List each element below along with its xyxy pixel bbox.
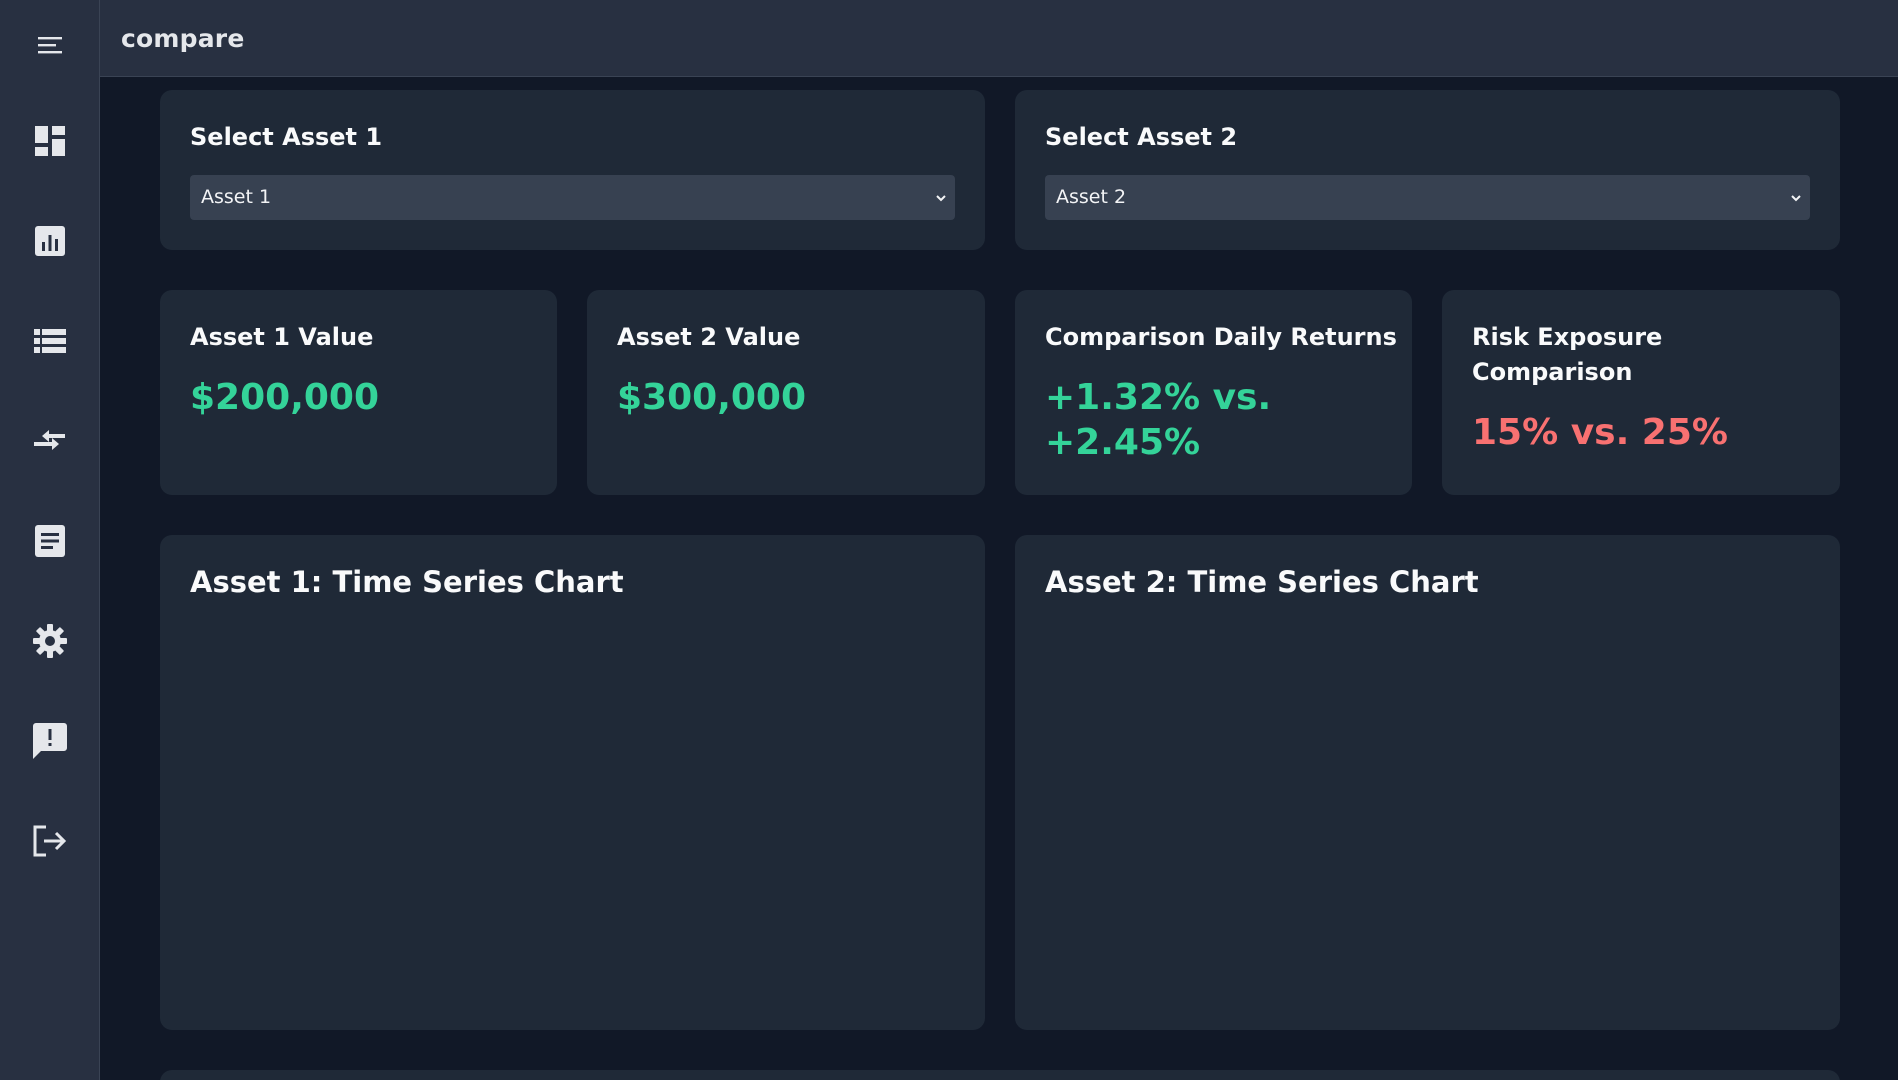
compare-arrows-icon[interactable]: [0, 411, 100, 471]
risk-exposure-value: 15% vs. 25%: [1472, 412, 1728, 453]
select-asset-1-label: Select Asset 1: [190, 123, 383, 151]
asset-1-select[interactable]: Asset 1: [190, 175, 955, 220]
risk-exposure-label-line-2: Comparison: [1472, 358, 1633, 386]
daily-returns-value-line-2: +2.45%: [1045, 422, 1201, 463]
risk-exposure-card: Risk Exposure Comparison 15% vs. 25%: [1442, 290, 1840, 495]
logout-icon[interactable]: [0, 811, 100, 871]
asset-1-value-card: Asset 1 Value $200,000: [160, 290, 557, 495]
asset-1-value-label: Asset 1 Value: [190, 323, 374, 351]
daily-returns-card: Comparison Daily Returns +1.32% vs. +2.4…: [1015, 290, 1412, 495]
asset-2-select[interactable]: Asset 2: [1045, 175, 1810, 220]
asset-2-selector-card: Select Asset 2 Asset 2: [1015, 90, 1840, 250]
document-icon[interactable]: [0, 511, 100, 571]
daily-returns-label: Comparison Daily Returns: [1045, 323, 1397, 351]
page-title: compare: [121, 24, 245, 53]
asset-1-chart-title: Asset 1: Time Series Chart: [190, 565, 624, 599]
asset-2-value-label: Asset 2 Value: [617, 323, 801, 351]
feedback-icon[interactable]: [0, 711, 100, 771]
asset-2-value-card: Asset 2 Value $300,000: [587, 290, 985, 495]
asset-1-chart-card: Asset 1: Time Series Chart: [160, 535, 985, 1030]
asset-2-chart-title: Asset 2: Time Series Chart: [1045, 565, 1479, 599]
daily-returns-value-line-1: +1.32% vs.: [1045, 377, 1272, 418]
top-bar: compare: [100, 0, 1898, 77]
risk-exposure-label-line-1: Risk Exposure: [1472, 323, 1663, 351]
select-asset-2-label: Select Asset 2: [1045, 123, 1238, 151]
list-icon[interactable]: [0, 311, 100, 371]
asset-1-select-value: Asset 1: [201, 186, 272, 208]
asset-1-value: $200,000: [190, 377, 380, 418]
settings-gear-icon[interactable]: [0, 611, 100, 671]
chevron-down-icon: [1791, 195, 1801, 202]
next-card: [160, 1070, 1840, 1080]
chevron-down-icon: [936, 195, 946, 202]
dashboard-icon[interactable]: [0, 111, 100, 171]
menu-icon[interactable]: [0, 15, 100, 75]
asset-2-value: $300,000: [617, 377, 807, 418]
asset-1-selector-card: Select Asset 1 Asset 1: [160, 90, 985, 250]
sidebar: [0, 0, 100, 1080]
bar-chart-icon[interactable]: [0, 211, 100, 271]
asset-2-chart-card: Asset 2: Time Series Chart: [1015, 535, 1840, 1030]
asset-2-select-value: Asset 2: [1056, 186, 1127, 208]
